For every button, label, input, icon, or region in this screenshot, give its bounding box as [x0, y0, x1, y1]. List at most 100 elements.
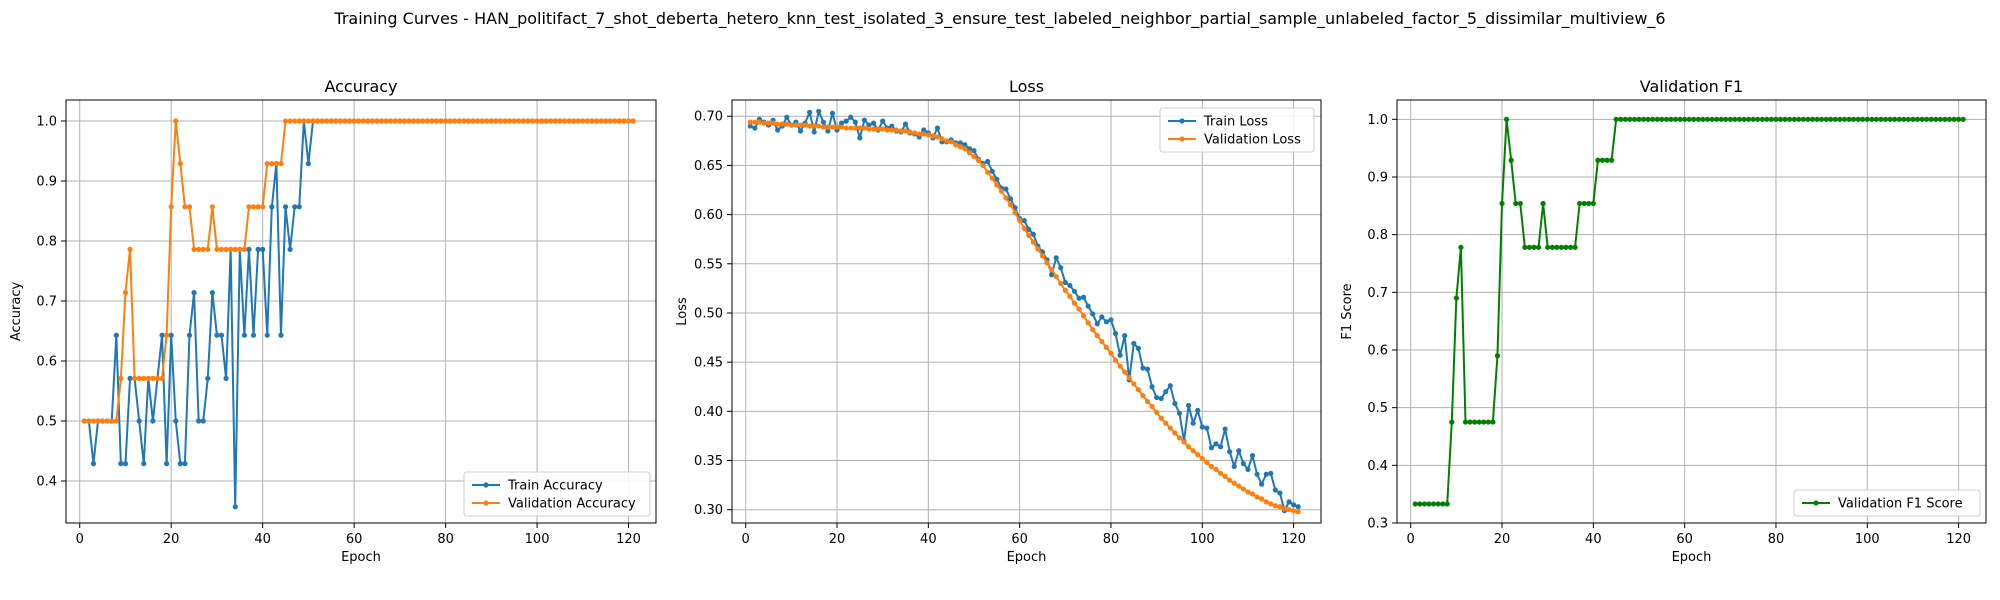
data-point: [1007, 196, 1014, 202]
data-point: [775, 121, 781, 127]
data-point: [356, 118, 362, 124]
data-point: [177, 461, 183, 467]
data-point: [934, 134, 941, 140]
data-point: [797, 128, 804, 134]
data-point: [966, 146, 973, 152]
data-point: [1272, 487, 1278, 493]
data-point: [443, 118, 449, 124]
data-point: [898, 128, 904, 134]
data-point: [765, 120, 772, 126]
data-point: [1259, 481, 1265, 487]
data-point: [246, 204, 252, 210]
data-point: [1581, 200, 1587, 207]
data-point: [612, 118, 618, 124]
figure-title: Training Curves - HAN_politifact_7_shot_…: [334, 9, 1666, 28]
data-point: [337, 118, 344, 124]
data-point: [1951, 116, 1957, 122]
data-point: [1163, 389, 1169, 395]
data-point: [534, 118, 540, 124]
y-axis-label: Accuracy: [9, 282, 24, 342]
data-point: [525, 118, 531, 124]
data-point: [168, 204, 174, 210]
data-point: [1236, 448, 1242, 454]
data-point: [1618, 116, 1624, 122]
data-point: [1003, 186, 1009, 192]
data-point: [127, 375, 133, 381]
data-point: [1158, 395, 1164, 402]
data-point: [488, 118, 494, 124]
data-point: [292, 204, 298, 210]
legend: Train Accuracy Validation Accuracy: [463, 471, 651, 517]
data-point: [779, 121, 785, 127]
data-point: [852, 125, 858, 131]
data-point: [1195, 452, 1201, 458]
data-point: [118, 375, 124, 381]
legend-label: Validation F1 Score: [1838, 497, 1963, 512]
data-point: [132, 375, 138, 381]
data-point: [241, 246, 247, 252]
data-point: [406, 118, 412, 124]
data-point: [1149, 403, 1155, 410]
series-markers-1: [81, 118, 636, 424]
data-point: [1181, 439, 1187, 445]
data-point: [552, 118, 558, 124]
x-tick-label: 120: [1946, 532, 1971, 547]
data-point: [438, 118, 444, 124]
data-point: [1254, 471, 1260, 477]
legend-label: Train Loss: [1203, 115, 1268, 130]
data-point: [784, 114, 790, 120]
data-point: [250, 332, 257, 338]
chart-title: Accuracy: [324, 77, 397, 96]
data-point: [1240, 486, 1246, 492]
data-point: [1158, 415, 1164, 421]
data-point: [1453, 295, 1459, 301]
data-point: [752, 119, 758, 125]
data-point: [214, 332, 220, 338]
data-point: [902, 128, 909, 134]
data-point: [944, 138, 950, 144]
data-point: [1586, 200, 1592, 207]
data-point: [1764, 116, 1770, 122]
data-point: [1567, 244, 1574, 250]
data-point: [1727, 116, 1733, 122]
y-tick-label: 0.6: [36, 355, 57, 370]
data-point: [1026, 232, 1032, 238]
series-markers-1: [747, 119, 1301, 515]
data-point: [884, 127, 890, 133]
data-point: [575, 118, 581, 124]
data-point: [589, 118, 595, 124]
data-point: [1613, 116, 1619, 122]
data-point: [1259, 496, 1265, 502]
data-point: [902, 121, 909, 127]
y-tick-label: 0.6: [1367, 343, 1388, 358]
data-point: [1732, 116, 1738, 122]
data-point: [934, 125, 941, 131]
data-point: [1513, 200, 1519, 207]
data-point: [994, 176, 1000, 182]
data-point: [1449, 419, 1455, 425]
data-point: [122, 461, 129, 467]
data-point: [616, 118, 623, 124]
data-point: [246, 246, 252, 252]
data-point: [228, 246, 234, 252]
data-point: [1222, 426, 1228, 432]
data-point: [191, 290, 197, 296]
data-point: [1076, 295, 1082, 301]
data-point: [1272, 503, 1278, 509]
data-point: [1577, 200, 1583, 207]
data-point: [566, 118, 572, 124]
data-point: [1080, 313, 1087, 319]
data-point: [580, 118, 586, 124]
data-point: [415, 118, 421, 124]
y-tick-label: 0.4: [1367, 459, 1388, 474]
data-point: [1053, 273, 1059, 280]
data-point: [461, 118, 467, 124]
data-point: [1277, 504, 1283, 510]
data-point: [136, 418, 142, 424]
data-point: [369, 118, 376, 124]
data-point: [250, 204, 257, 210]
data-point: [1085, 303, 1091, 309]
data-point: [305, 118, 311, 124]
data-point: [861, 125, 868, 131]
data-point: [584, 118, 591, 124]
